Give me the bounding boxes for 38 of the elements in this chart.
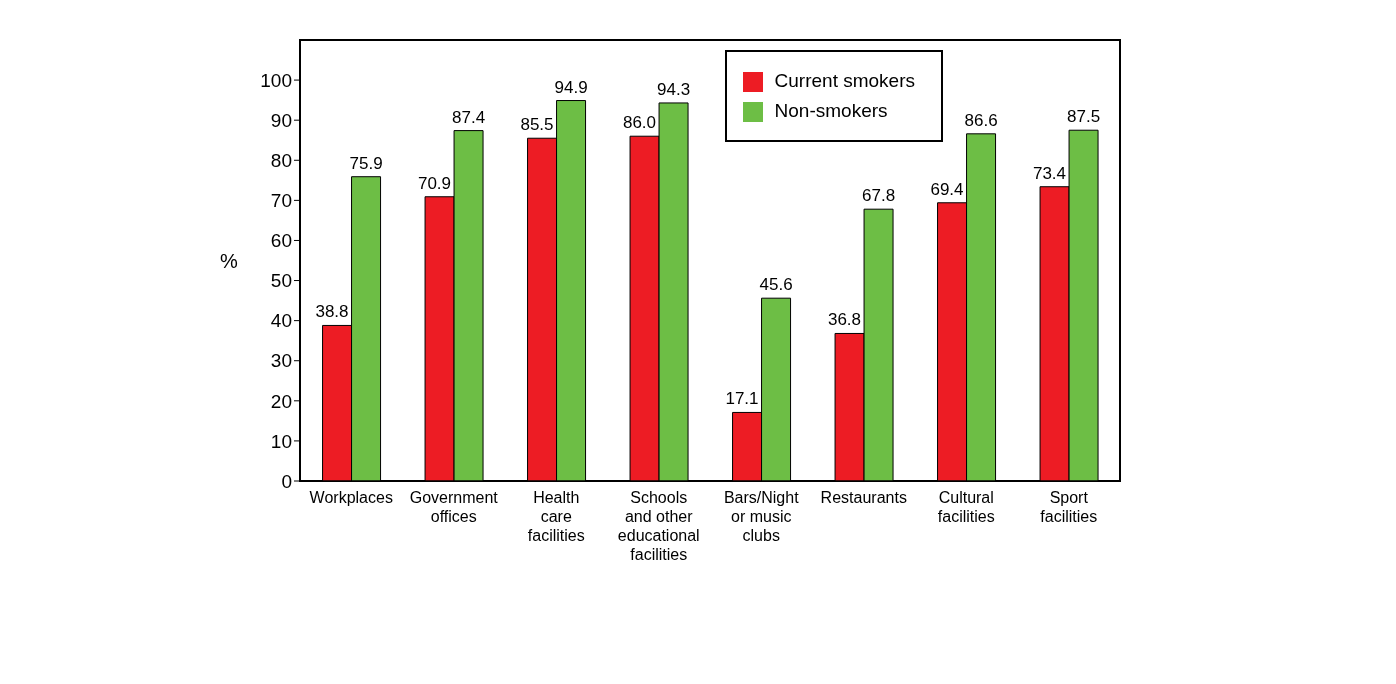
y-tick-label: 20 [270, 390, 292, 412]
x-tick-label: Cultural facilities [937, 489, 995, 525]
x-tick-label: Workplaces [309, 489, 393, 506]
x-tick-label: Health care facilities [527, 489, 585, 544]
data-label: 87.5 [1067, 107, 1101, 127]
data-label: 94.9 [554, 77, 588, 97]
y-tick-label: 100 [260, 69, 292, 91]
x-tick-label: Government offices [409, 489, 499, 525]
data-label: 94.3 [657, 79, 691, 99]
x-tick-label: Restaurants [820, 489, 907, 506]
legend-label: Non-smokers [774, 100, 888, 121]
y-tick-label: 80 [270, 150, 292, 172]
data-label: 73.4 [1032, 163, 1067, 183]
data-label: 17.1 [725, 389, 759, 409]
x-tick-label: Sport facilities [1040, 489, 1098, 525]
data-label: 87.4 [452, 107, 486, 127]
data-label: 69.4 [930, 179, 964, 199]
y-tick-label: 90 [270, 109, 292, 131]
y-tick-label: 40 [270, 310, 292, 332]
data-label: 86.6 [964, 110, 998, 130]
data-label: 70.9 [417, 173, 452, 193]
legend-label: Current smokers [774, 70, 915, 91]
y-tick-label: 10 [270, 430, 292, 452]
y-tick-label: 60 [270, 230, 292, 252]
data-label: 36.8 [827, 310, 862, 330]
y-tick-label: 30 [270, 350, 292, 372]
y-tick-label: 50 [270, 270, 292, 292]
data-label: 75.9 [349, 153, 383, 173]
data-label: 38.8 [315, 302, 349, 322]
data-label: 85.5 [520, 115, 554, 135]
y-tick-label: 70 [270, 190, 292, 212]
data-label: 45.6 [759, 275, 793, 295]
data-label: 67.8 [862, 186, 896, 206]
x-tick-label: Bars/Night or music clubs [723, 489, 800, 544]
x-tick-label: Schools and other educational facilities [617, 489, 700, 563]
y-tick-label: 0 [281, 470, 292, 492]
y-axis-title: % [220, 249, 238, 272]
data-label: 86.0 [622, 113, 657, 133]
